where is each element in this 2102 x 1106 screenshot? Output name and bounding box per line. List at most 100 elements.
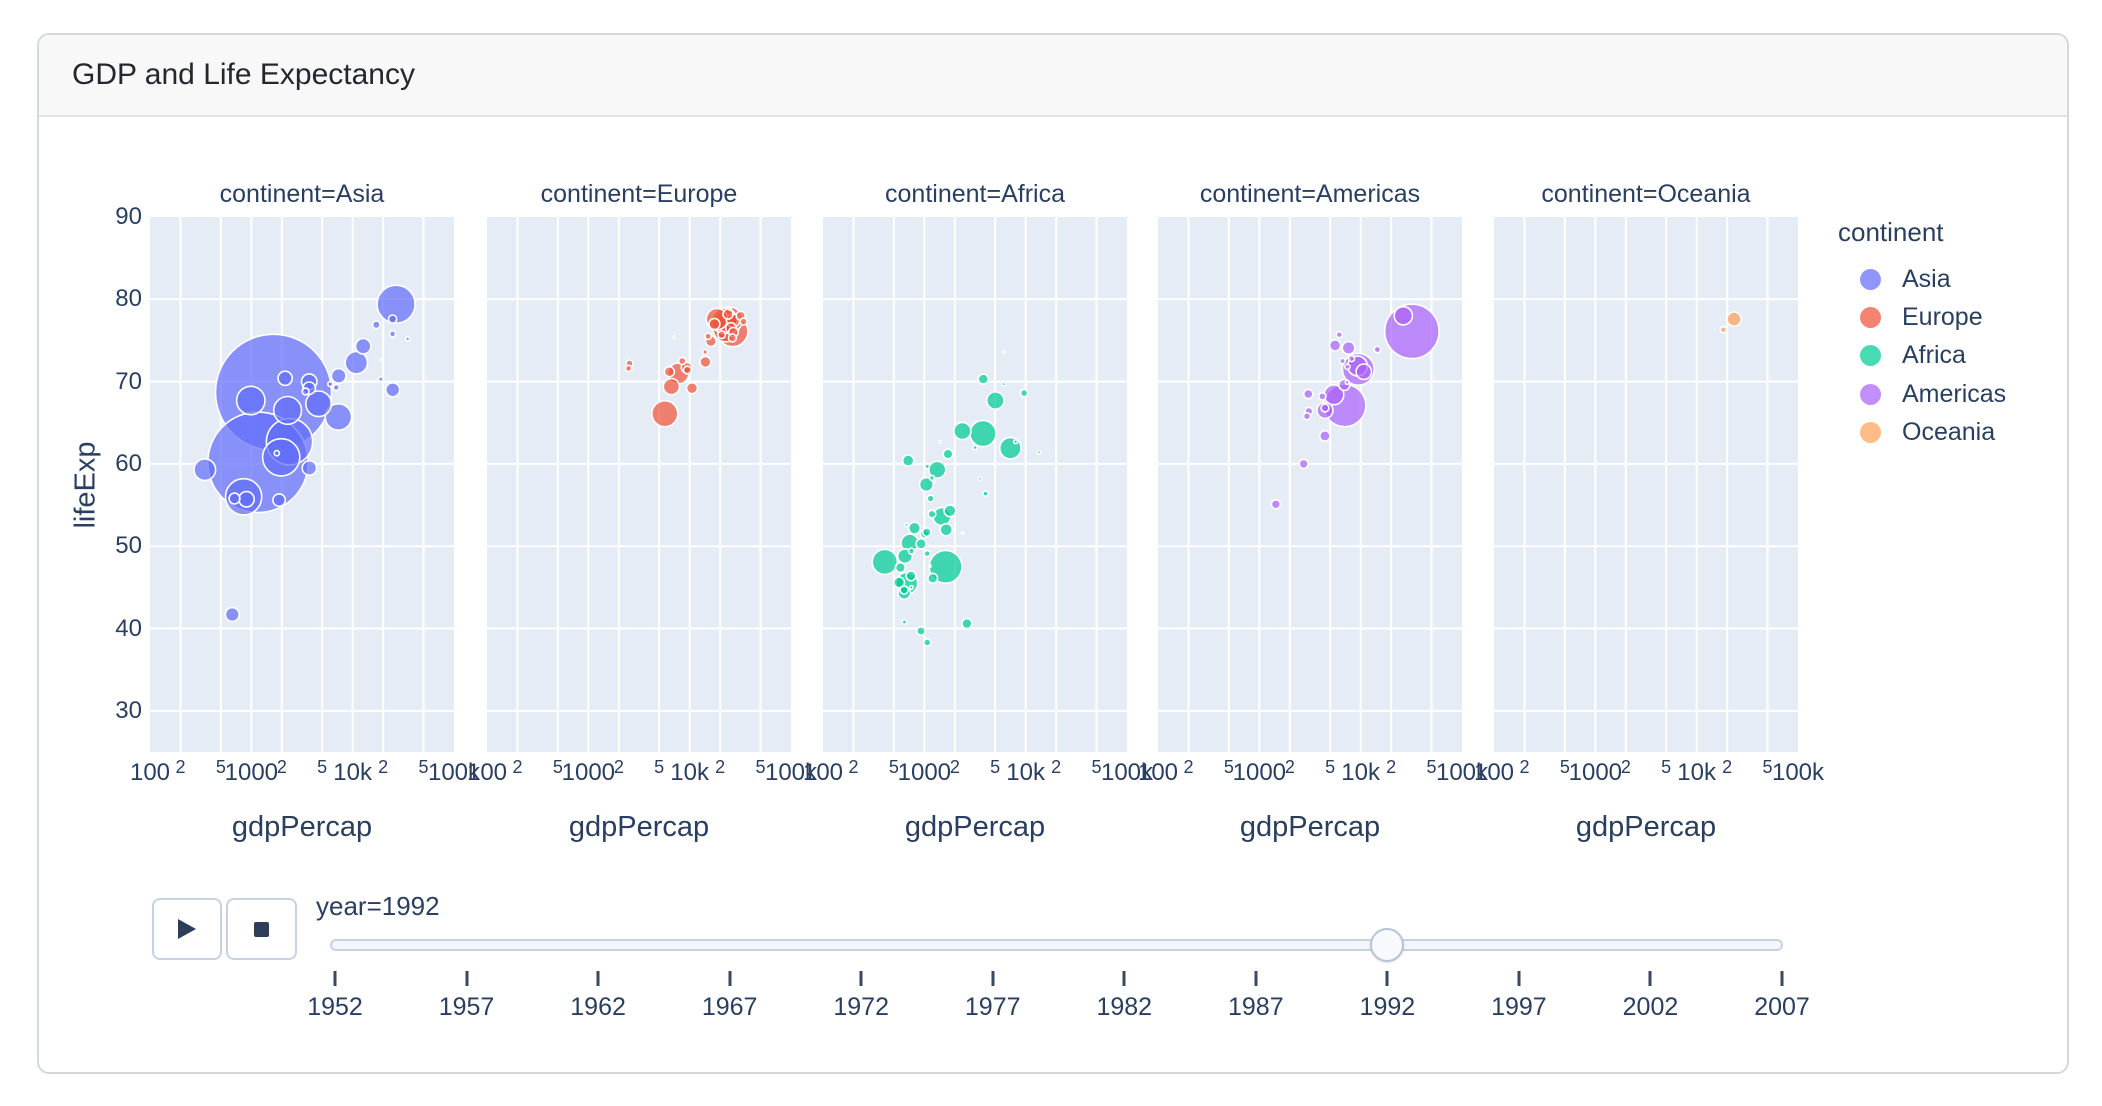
bubble-asia[interactable] — [404, 336, 411, 342]
bubble-africa[interactable] — [927, 563, 932, 568]
bubble-asia[interactable] — [379, 358, 384, 363]
bubble-asia[interactable] — [224, 606, 241, 623]
bubble-europe[interactable] — [699, 355, 712, 369]
bubble-africa[interactable] — [901, 454, 915, 467]
bubble-africa[interactable] — [918, 476, 935, 493]
bubble-asia[interactable] — [354, 337, 372, 355]
bubble-americas[interactable] — [1355, 363, 1373, 381]
bubble-europe[interactable] — [728, 307, 733, 312]
stop-button[interactable] — [226, 898, 297, 960]
bubble-europe[interactable] — [701, 348, 709, 356]
bubble-asia[interactable] — [344, 350, 369, 375]
bubble-africa[interactable] — [923, 549, 931, 558]
bubble-africa[interactable] — [908, 584, 914, 591]
bubble-asia[interactable] — [272, 493, 287, 508]
bubble-africa[interactable] — [1019, 388, 1029, 398]
bubble-africa[interactable] — [982, 490, 989, 497]
bubble-africa[interactable] — [928, 460, 947, 479]
bubble-asia[interactable] — [277, 370, 293, 387]
bubble-africa[interactable] — [871, 548, 899, 576]
bubble-asia[interactable] — [305, 390, 333, 418]
bubble-asia[interactable] — [301, 460, 318, 477]
bubble-africa[interactable] — [892, 576, 906, 589]
bubble-asia[interactable] — [301, 387, 310, 396]
bubble-africa[interactable] — [939, 522, 954, 537]
bubble-americas[interactable] — [1270, 498, 1282, 510]
bubble-europe[interactable] — [624, 364, 633, 373]
bubble-europe[interactable] — [717, 330, 727, 340]
bubble-africa[interactable] — [903, 522, 909, 528]
bubble-africa[interactable] — [972, 444, 978, 451]
bubble-europe[interactable] — [708, 317, 721, 331]
bubble-europe[interactable] — [682, 365, 693, 375]
bubble-africa[interactable] — [938, 439, 943, 444]
bubble-africa[interactable] — [960, 531, 965, 536]
bubble-africa[interactable] — [899, 584, 909, 595]
bubble-africa[interactable] — [926, 572, 939, 584]
bubble-americas[interactable] — [1302, 411, 1312, 421]
bubble-africa[interactable] — [926, 494, 935, 503]
bubble-europe[interactable] — [739, 317, 748, 326]
bubble-europe[interactable] — [663, 365, 676, 378]
bubble-oceania[interactable] — [1726, 311, 1742, 327]
bubble-americas[interactable] — [1317, 391, 1327, 401]
bubble-africa[interactable] — [927, 509, 937, 519]
bubble-africa[interactable] — [952, 421, 972, 441]
bubble-europe[interactable] — [671, 335, 677, 340]
bubble-americas[interactable] — [1347, 354, 1356, 363]
bubble-americas[interactable] — [1328, 338, 1342, 352]
bubble-asia[interactable] — [261, 437, 301, 477]
bubble-americas[interactable] — [1302, 388, 1314, 400]
bubble-europe[interactable] — [651, 399, 679, 428]
bubble-europe[interactable] — [727, 333, 738, 343]
bubble-africa[interactable] — [977, 476, 983, 482]
bubble-asia[interactable] — [272, 395, 303, 426]
bubble-americas[interactable] — [1344, 379, 1350, 386]
bubble-africa[interactable] — [977, 373, 990, 385]
bubble-africa[interactable] — [907, 547, 916, 556]
bubble-asia[interactable] — [387, 314, 398, 324]
bubble-africa[interactable] — [1001, 349, 1006, 355]
bubble-europe[interactable] — [704, 332, 713, 341]
bubble-asia[interactable] — [235, 385, 266, 416]
bubble-asia[interactable] — [376, 284, 416, 324]
bubble-asia[interactable] — [193, 458, 217, 482]
bubble-asia[interactable] — [371, 320, 381, 330]
bubble-europe[interactable] — [685, 381, 699, 395]
bubble-africa[interactable] — [907, 521, 922, 535]
bubble-americas[interactable] — [1373, 345, 1382, 354]
bubble-africa[interactable] — [943, 504, 957, 518]
bubble-europe[interactable] — [677, 356, 687, 366]
bubble-africa[interactable] — [1036, 449, 1042, 455]
bubble-africa[interactable] — [924, 463, 931, 470]
bubble-americas[interactable] — [1343, 363, 1351, 371]
year-slider-track[interactable] — [330, 939, 1783, 951]
bubble-africa[interactable] — [969, 419, 997, 448]
bubble-africa[interactable] — [905, 570, 917, 582]
bubble-africa[interactable] — [923, 638, 932, 647]
bubble-africa[interactable] — [985, 391, 1005, 411]
bubble-asia[interactable] — [324, 403, 353, 432]
bubble-americas[interactable] — [1393, 305, 1414, 326]
bubble-asia[interactable] — [384, 382, 401, 398]
bubble-americas[interactable] — [1298, 458, 1309, 470]
play-button[interactable] — [152, 898, 222, 960]
bubble-americas[interactable] — [1341, 340, 1356, 355]
bubble-oceania[interactable] — [1719, 325, 1728, 334]
legend-item-americas[interactable]: Americas — [1860, 375, 2006, 413]
bubble-americas[interactable] — [1335, 330, 1344, 339]
bubble-africa[interactable] — [961, 617, 973, 630]
bubble-americas[interactable] — [1318, 429, 1331, 442]
bubble-asia[interactable] — [377, 376, 384, 383]
legend-item-europe[interactable]: Europe — [1860, 298, 1983, 336]
bubble-africa[interactable] — [901, 618, 908, 626]
bubble-africa[interactable] — [942, 448, 954, 460]
bubble-africa[interactable] — [916, 625, 927, 636]
bubble-africa[interactable] — [921, 527, 932, 538]
bubble-asia[interactable] — [330, 367, 347, 384]
legend-item-asia[interactable]: Asia — [1860, 260, 1951, 298]
legend-item-oceania[interactable]: Oceania — [1860, 414, 1995, 452]
legend-item-africa[interactable]: Africa — [1860, 337, 1966, 375]
year-slider-handle[interactable] — [1370, 928, 1405, 962]
bubble-asia[interactable] — [388, 330, 397, 338]
